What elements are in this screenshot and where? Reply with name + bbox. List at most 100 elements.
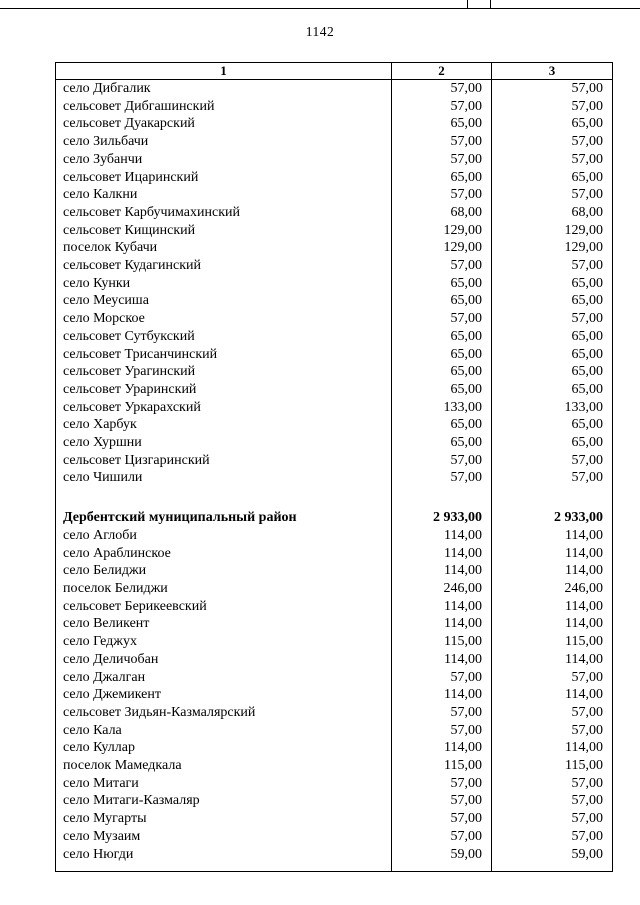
value-col2-cell: 114,00 — [391, 686, 492, 704]
table-row: сельсовет Кищинский 129,00 129,00 — [55, 221, 613, 240]
table-row: село Дибгалик 57,00 57,00 — [55, 79, 613, 98]
table-row: сельсовет Зидьян-Казмалярский 57,00 57,00 — [55, 703, 613, 722]
value-col3-cell: 57,00 — [491, 703, 613, 722]
table-row: сельсовет Дуакарский 65,00 65,00 — [55, 115, 613, 134]
table-row: сельсовет Сутбукский 65,00 65,00 — [55, 327, 613, 346]
value-col2-cell: 114,00 — [391, 650, 492, 669]
settlement-name-cell: сельсовет Уркарахский — [55, 398, 392, 417]
settlement-name-cell: село Аглоби — [55, 526, 392, 545]
table-row: Дербентский муниципальный район 2 933,00 2… — [55, 509, 613, 527]
value-col3-cell: 114,00 — [491, 544, 613, 563]
value-col3-cell: 65,00 — [491, 380, 613, 399]
table-row: село Геджух 115,00 115,00 — [55, 633, 613, 651]
value-col2-cell: 57,00 — [391, 703, 492, 722]
value-col3-cell: 115,00 — [491, 757, 613, 775]
spacer-row — [55, 863, 613, 872]
header-col1: 1 — [55, 62, 392, 80]
settlement-name-cell: Дербентский муниципальный район — [55, 509, 392, 527]
table-row: село Калкни 57,00 57,00 — [55, 186, 613, 204]
table-row: село Мугарты 57,00 57,00 — [55, 810, 613, 828]
value-col2-cell: 129,00 — [391, 221, 492, 240]
value-col3-cell: 115,00 — [491, 633, 613, 651]
value-col3-cell: 129,00 — [491, 221, 613, 240]
table-row: сельсовет Берикеевский 114,00 114,00 — [55, 597, 613, 616]
value-col3-cell: 114,00 — [491, 562, 613, 580]
value-col2-cell: 65,00 — [391, 345, 492, 364]
value-col2-cell: 65,00 — [391, 292, 492, 311]
settlement-name-cell: сельсовет Ицаринский — [55, 168, 392, 187]
value-col3-cell: 57,00 — [491, 97, 613, 116]
settlement-name-cell: село Геджух — [55, 633, 392, 651]
table-row: сельсовет Цизгаринский 57,00 57,00 — [55, 451, 613, 470]
value-col2-cell: 65,00 — [391, 380, 492, 399]
value-col2-cell: 57,00 — [391, 97, 492, 116]
settlement-name-cell: село Меусиша — [55, 292, 392, 311]
settlement-name-cell: поселок Белиджи — [55, 579, 392, 598]
settlement-name-cell: село Кунки — [55, 274, 392, 293]
value-col3-cell: 114,00 — [491, 650, 613, 669]
value-col3-cell: 57,00 — [491, 186, 613, 204]
table-row: село Зильбачи 57,00 57,00 — [55, 133, 613, 151]
value-col3-cell: 59,00 — [491, 845, 613, 864]
value-col3-cell: 114,00 — [491, 686, 613, 704]
value-col3-cell: 65,00 — [491, 115, 613, 134]
value-col2-cell: 65,00 — [391, 115, 492, 134]
table-row: поселок Кубачи 129,00 129,00 — [55, 239, 613, 258]
settlement-name-cell: сельсовет Трисанчинский — [55, 345, 392, 364]
table-row: село Харбук 65,00 65,00 — [55, 416, 613, 435]
value-col3-cell: 65,00 — [491, 292, 613, 311]
table-row: село Митаги-Казмаляр 57,00 57,00 — [55, 792, 613, 811]
settlement-name-cell: село Куллар — [55, 739, 392, 758]
settlement-name-cell: сельсовет Урагинский — [55, 363, 392, 381]
settlement-name-cell: сельсовет Кищинский — [55, 221, 392, 240]
settlement-name-cell: село Кала — [55, 721, 392, 740]
settlement-name-cell: село Зубанчи — [55, 150, 392, 169]
value-col3-cell: 57,00 — [491, 310, 613, 328]
table-row: село Зубанчи 57,00 57,00 — [55, 150, 613, 169]
settlement-name-cell: село Дибгалик — [55, 79, 392, 98]
value-col3-cell: 246,00 — [491, 579, 613, 598]
value-col2-cell: 57,00 — [391, 150, 492, 169]
value-col3-cell: 65,00 — [491, 434, 613, 452]
value-col3-cell: 2 933,00 — [491, 509, 613, 527]
settlement-name-cell: село Митаги-Казмаляр — [55, 792, 392, 811]
value-col3-cell: 57,00 — [491, 79, 613, 98]
value-col2-cell: 129,00 — [391, 239, 492, 258]
empty-cell — [55, 487, 392, 510]
value-col2-cell: 114,00 — [391, 544, 492, 563]
table-border-tick — [467, 0, 468, 9]
table-row: сельсовет Ураринский 65,00 65,00 — [55, 380, 613, 399]
settlement-name-cell: сельсовет Зидьян-Казмалярский — [55, 703, 392, 722]
table-row: село Джалган 57,00 57,00 — [55, 668, 613, 687]
value-col2-cell: 114,00 — [391, 615, 492, 634]
spacer-row — [55, 487, 613, 510]
value-col2-cell: 57,00 — [391, 810, 492, 828]
value-col2-cell: 59,00 — [391, 845, 492, 864]
settlement-name-cell: село Араблинское — [55, 544, 392, 563]
value-col3-cell: 114,00 — [491, 597, 613, 616]
settlement-name-cell: село Калкни — [55, 186, 392, 204]
value-col3-cell: 57,00 — [491, 133, 613, 151]
table-row: село Кунки 65,00 65,00 — [55, 274, 613, 293]
header-col3: 3 — [491, 62, 613, 80]
value-col2-cell: 65,00 — [391, 327, 492, 346]
value-col2-cell: 133,00 — [391, 398, 492, 417]
value-col3-cell: 57,00 — [491, 150, 613, 169]
empty-cell — [55, 863, 392, 872]
settlement-name-cell: сельсовет Сутбукский — [55, 327, 392, 346]
table-row: село Хуршни 65,00 65,00 — [55, 434, 613, 452]
settlement-name-cell: село Хуршни — [55, 434, 392, 452]
value-col2-cell: 2 933,00 — [391, 509, 492, 527]
settlement-name-cell: село Чишили — [55, 469, 392, 488]
value-col3-cell: 65,00 — [491, 327, 613, 346]
value-col2-cell: 114,00 — [391, 597, 492, 616]
value-col2-cell: 57,00 — [391, 451, 492, 470]
table-row: село Араблинское 114,00 114,00 — [55, 544, 613, 563]
value-col3-cell: 65,00 — [491, 274, 613, 293]
settlement-name-cell: село Джалган — [55, 668, 392, 687]
value-col3-cell: 65,00 — [491, 416, 613, 435]
value-col3-cell: 65,00 — [491, 168, 613, 187]
table-row: село Кала 57,00 57,00 — [55, 721, 613, 740]
empty-cell — [491, 487, 613, 510]
value-col2-cell: 57,00 — [391, 133, 492, 151]
